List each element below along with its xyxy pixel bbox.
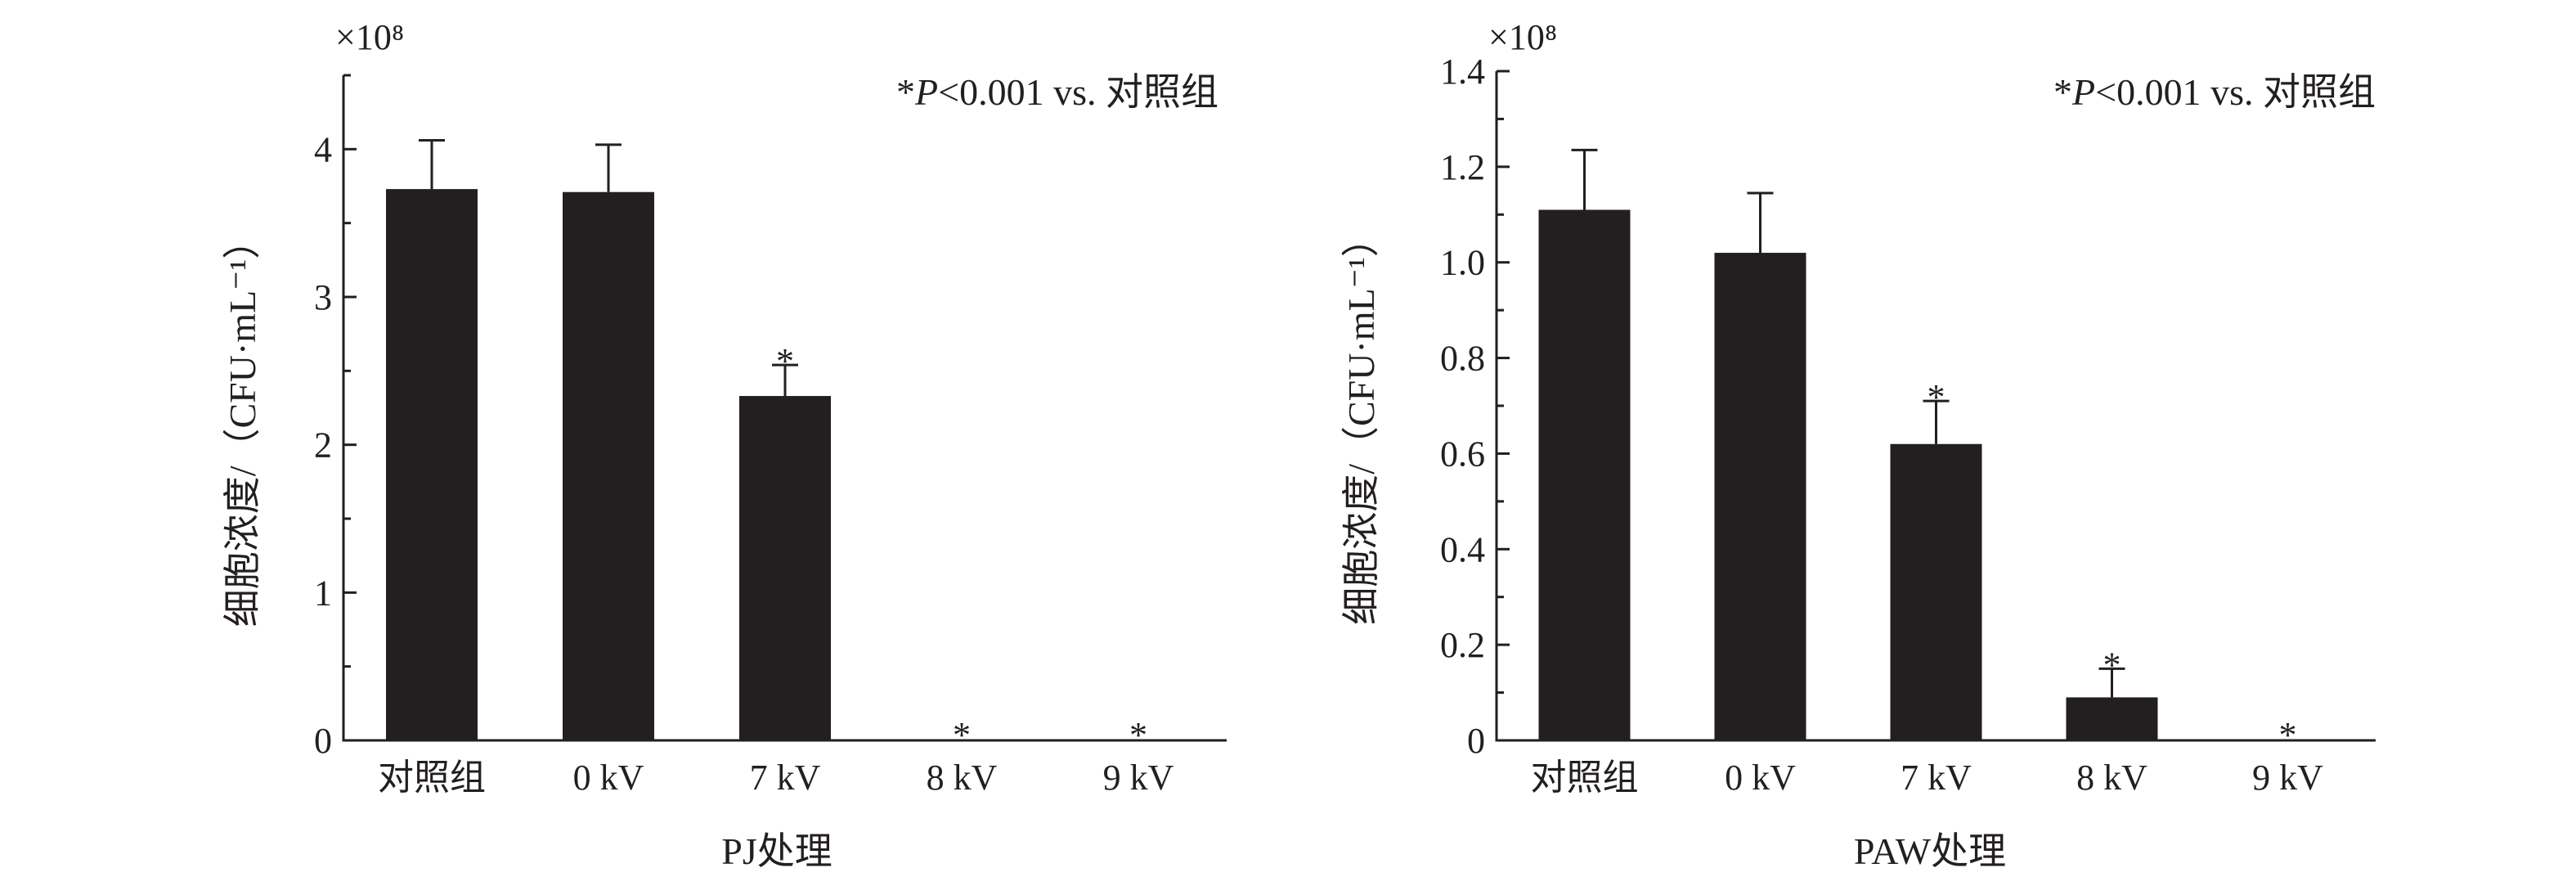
y-tick-label: 1 bbox=[314, 573, 332, 613]
x-tick-label: 7 kV bbox=[750, 758, 821, 798]
x-tick-label: 对照组 bbox=[1531, 758, 1639, 798]
x-tick-label: 0 kV bbox=[573, 758, 644, 798]
x-tick-label: 0 kV bbox=[1725, 758, 1796, 798]
significance-mark: * bbox=[2279, 715, 2297, 755]
chart-panel-pj: 对照组 0 kV*7 kV*8 kV*9 kV01234×10⁸*P<0.001 … bbox=[222, 17, 1227, 872]
note-text: <0.001 vs. 对照组 bbox=[2095, 71, 2376, 113]
x-tick-label: 9 kV bbox=[2252, 758, 2323, 798]
x-tick-label: 8 kV bbox=[2076, 758, 2147, 798]
x-tick-label: 对照组 bbox=[378, 758, 486, 798]
y-tick-label: 0 bbox=[1467, 721, 1485, 761]
y-tick-label: 4 bbox=[314, 129, 332, 169]
bar bbox=[739, 396, 831, 740]
bar bbox=[1890, 443, 1982, 740]
y-tick-label: 1.0 bbox=[1440, 243, 1485, 283]
x-axis-title: PJ处理 bbox=[721, 830, 832, 872]
y-scale-label: ×10⁸ bbox=[335, 17, 404, 57]
significance-mark: * bbox=[1129, 715, 1147, 755]
bar bbox=[1714, 253, 1806, 740]
bar bbox=[386, 189, 478, 740]
y-tick-label: 1.4 bbox=[1440, 52, 1485, 92]
significance-note: *P<0.001 vs. 对照组 bbox=[2053, 71, 2376, 113]
y-tick-label: 2 bbox=[314, 425, 332, 465]
y-tick-label: 0.4 bbox=[1440, 529, 1485, 569]
y-tick-label: 0.2 bbox=[1440, 625, 1485, 665]
significance-mark: * bbox=[2103, 645, 2121, 685]
y-tick-label: 3 bbox=[314, 277, 332, 317]
note-star: * bbox=[2053, 71, 2072, 113]
y-scale-label: ×10⁸ bbox=[1488, 17, 1557, 57]
y-axis-title: 细胞浓度/（CFU·mL⁻¹） bbox=[1340, 219, 1382, 625]
bar bbox=[2066, 697, 2158, 740]
note-star: * bbox=[896, 71, 915, 113]
y-tick-label: 0 bbox=[314, 721, 332, 761]
significance-mark: * bbox=[953, 715, 971, 755]
significance-mark: * bbox=[1928, 377, 1945, 417]
note-p: P bbox=[914, 71, 938, 113]
x-axis-title: PAW处理 bbox=[1854, 830, 2006, 872]
significance-note: *P<0.001 vs. 对照组 bbox=[896, 71, 1218, 113]
y-tick-label: 0.6 bbox=[1440, 434, 1485, 474]
x-tick-label: 9 kV bbox=[1103, 758, 1174, 798]
chart-panel-paw: 对照组 0 kV*7 kV*8 kV*9 kV00.20.40.60.81.01.… bbox=[1340, 17, 2376, 872]
y-axis-title: 细胞浓度/（CFU·mL⁻¹） bbox=[222, 222, 263, 627]
y-tick-label: 1.2 bbox=[1440, 147, 1485, 187]
bar bbox=[1538, 209, 1631, 740]
note-p: P bbox=[2071, 71, 2095, 113]
significance-mark: * bbox=[776, 341, 794, 381]
note-text: <0.001 vs. 对照组 bbox=[938, 71, 1218, 113]
bar bbox=[563, 191, 654, 740]
x-tick-label: 8 kV bbox=[927, 758, 998, 798]
y-tick-label: 0.8 bbox=[1440, 339, 1485, 379]
x-tick-label: 7 kV bbox=[1901, 758, 1972, 798]
